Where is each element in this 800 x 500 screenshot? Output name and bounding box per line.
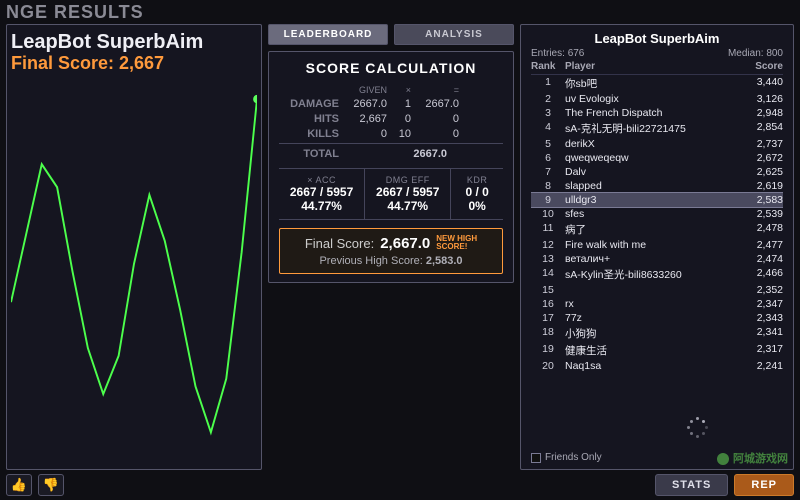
leaderboard-row[interactable]: 3The French Dispatch2,948 (531, 106, 783, 120)
leaderboard-row[interactable]: 20Naq1sa2,241 (531, 359, 783, 373)
chart-panel: LeapBot SuperbAim Final Score: 2,667 (6, 24, 262, 470)
thumbs-down-icon: 👎 (43, 477, 59, 493)
friends-only-toggle[interactable]: Friends Only (531, 452, 783, 463)
new-high-badge: NEW HIGHSCORE! (436, 235, 477, 251)
calc-head-x: × (391, 84, 411, 97)
median-value: 800 (766, 48, 783, 59)
leaderboard-row[interactable]: 19健康生活2,317 (531, 342, 783, 359)
stat-acc-v2: 44.77% (283, 199, 360, 213)
leaderboard-row[interactable]: 11病了2,478 (531, 221, 783, 238)
leaderboard-row[interactable]: 8slapped2,619 (531, 179, 783, 193)
stat-kdr-v2: 0% (455, 199, 499, 213)
rep-button[interactable]: REP (734, 474, 794, 496)
head-rank: Rank (531, 61, 565, 72)
leaderboard-row[interactable]: 9ulldgr32,583 (531, 193, 783, 207)
stat-eff: DMG EFF 2667 / 5957 44.77% (365, 169, 451, 219)
stat-kdr-label: KDR (455, 175, 499, 185)
middle-column: LEADERBOARD ANALYSIS SCORE CALCULATION G… (268, 24, 514, 470)
tab-analysis[interactable]: ANALYSIS (394, 24, 514, 45)
stats-button[interactable]: STATS (655, 474, 728, 496)
calc-total-value: 2667.0 (403, 148, 447, 160)
median-label: Median: (728, 48, 764, 59)
head-player: Player (565, 61, 739, 72)
leaderboard-row[interactable]: 1你sb吧3,440 (531, 75, 783, 92)
head-score: Score (739, 61, 783, 72)
leaderboard-panel: LeapBot SuperbAim Entries: 676 Median: 8… (520, 24, 794, 470)
page-title: NGE RESULTS (0, 0, 150, 25)
leaderboard-row[interactable]: 18小狗狗2,341 (531, 325, 783, 342)
entries-label: Entries: (531, 48, 565, 59)
thumbs-up-button[interactable]: 👍 (6, 474, 32, 496)
tab-leaderboard[interactable]: LEADERBOARD (268, 24, 388, 45)
board-rows: 1你sb吧3,4402uv Evologix3,1263The French D… (531, 75, 783, 448)
final-label: Final Score: (305, 236, 374, 251)
calc-row: HITS2,66700 (279, 112, 503, 127)
leaderboard-row[interactable]: 4sA-克礼无明-bili227214752,854 (531, 120, 783, 137)
checkbox-icon[interactable] (531, 453, 541, 463)
tab-bar: LEADERBOARD ANALYSIS (268, 24, 514, 45)
stat-eff-v1: 2667 / 5957 (369, 185, 446, 199)
chart-title: LeapBot SuperbAim (11, 31, 257, 53)
calc-row: DAMAGE2667.012667.0 (279, 97, 503, 112)
leaderboard-row[interactable]: 10sfes2,539 (531, 207, 783, 221)
leaderboard-row[interactable]: 6qweqweqeqw2,672 (531, 151, 783, 165)
score-calc-panel: SCORE CALCULATION GIVEN × = DAMAGE2667.0… (268, 51, 514, 283)
prev-value: 2,583.0 (426, 255, 463, 267)
calc-row: KILLS0100 (279, 127, 503, 142)
final-score-box: Final Score: 2,667.0 NEW HIGHSCORE! Prev… (279, 228, 503, 274)
thumbs-up-icon: 👍 (11, 477, 27, 493)
leaderboard-row[interactable]: 13веталич+2,474 (531, 252, 783, 266)
stat-acc-v1: 2667 / 5957 (283, 185, 360, 199)
chart-area (11, 80, 257, 463)
stat-acc: × ACC 2667 / 5957 44.77% (279, 169, 365, 219)
leaderboard-row[interactable]: 152,352 (531, 283, 783, 297)
thumbs-down-button[interactable]: 👎 (38, 474, 64, 496)
leaderboard-row[interactable]: 16rx2,347 (531, 297, 783, 311)
leaderboard-row[interactable]: 1777z2,343 (531, 311, 783, 325)
calc-stats: × ACC 2667 / 5957 44.77% DMG EFF 2667 / … (279, 168, 503, 220)
calc-title: SCORE CALCULATION (279, 60, 503, 76)
leaderboard-row[interactable]: 7Dalv2,625 (531, 165, 783, 179)
loading-spinner-icon (686, 416, 710, 440)
board-title: LeapBot SuperbAim (531, 31, 783, 46)
prev-label: Previous High Score: (319, 255, 422, 267)
stat-kdr-v1: 0 / 0 (455, 185, 499, 199)
friends-label: Friends Only (545, 452, 602, 463)
leaderboard-row[interactable]: 12Fire walk with me2,477 (531, 238, 783, 252)
stat-acc-label: × ACC (283, 175, 360, 185)
calc-head-eq: = (415, 84, 459, 97)
footer-bar: 👍 👎 STATS REP (0, 470, 800, 500)
score-line-chart (11, 80, 257, 463)
calc-table: GIVEN × = DAMAGE2667.012667.0HITS2,66700… (279, 84, 503, 160)
leaderboard-row[interactable]: 14sA-Kylin圣光-bili86332602,466 (531, 266, 783, 283)
final-value: 2,667.0 (380, 235, 430, 252)
leaderboard-row[interactable]: 2uv Evologix3,126 (531, 92, 783, 106)
calc-head-given: GIVEN (343, 84, 387, 97)
stat-eff-label: DMG EFF (369, 175, 446, 185)
stat-eff-v2: 44.77% (369, 199, 446, 213)
chart-subtitle: Final Score: 2,667 (11, 53, 257, 74)
entries-value: 676 (568, 48, 585, 59)
calc-total-label: TOTAL (279, 148, 339, 160)
leaderboard-row[interactable]: 5derikX2,737 (531, 137, 783, 151)
stat-kdr: KDR 0 / 0 0% (451, 169, 503, 219)
main-area: LeapBot SuperbAim Final Score: 2,667 LEA… (0, 24, 800, 470)
